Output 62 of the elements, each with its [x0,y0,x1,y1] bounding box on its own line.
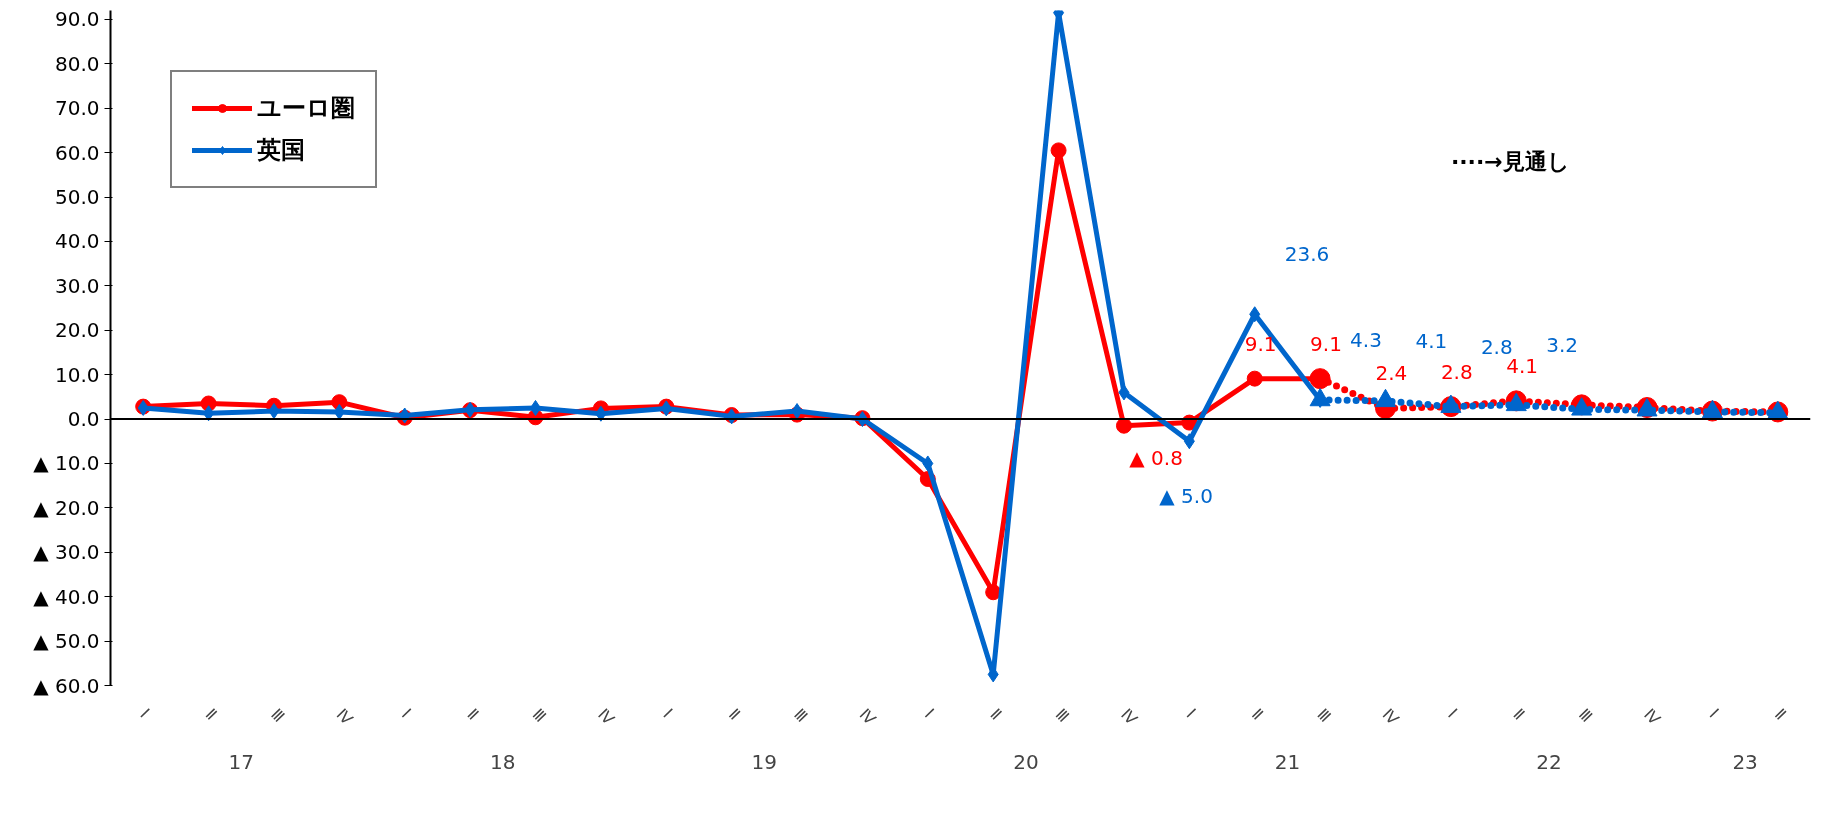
data-label: 2.8 [1440,359,1473,384]
y-tick-label: ▲ 60.0 [33,673,100,698]
data-label: 23.6 [1284,242,1330,267]
y-tick-label: 70.0 [54,96,100,121]
x-tick-label: Ⅱ [201,704,221,724]
text: 21 [1274,749,1301,774]
text: 23 [1732,749,1758,774]
x-tick-label: Ⅲ [528,704,550,727]
x-tick-label: Ⅳ [1640,704,1665,729]
y-tick-label: 10.0 [54,362,100,387]
legend-label: 英国 [257,135,305,166]
y-tick-label: ▲ 20.0 [33,495,100,520]
x-tick-label: Ⅱ [986,704,1006,724]
y-tick-label: 40.0 [54,229,100,254]
data-label: 4.3 [1350,327,1382,352]
x-tick-label: Ⅳ [594,704,619,729]
x-tick-label: Ⅲ [1051,704,1074,727]
data-label: 9.1 [1244,331,1277,356]
x-tick-label: Ⅰ [397,704,415,722]
y-tick-label: 30.0 [54,273,100,298]
x-tick-label: Ⅰ [1182,704,1200,722]
text: 17 [228,749,254,774]
x-tick-label: Ⅱ [1247,704,1268,724]
y-tick-label: ▲ 50.0 [33,629,100,654]
x-tick-label: Ⅱ [1770,704,1791,724]
text: 22 [1536,749,1562,774]
x-tick-label: Ⅲ [1313,704,1335,727]
x-tick-label: Ⅰ [1444,704,1461,722]
x-tick-label: Ⅲ [267,704,289,727]
annotation: ▲ 5.0 [1159,484,1213,509]
y-tick-label: 20.0 [54,318,100,343]
legend-label: ユーロ圏 [257,93,355,124]
x-tick-label: Ⅱ [724,704,744,724]
x-tick-label: Ⅱ [463,704,483,724]
x-tick-label: Ⅰ [136,704,154,722]
y-tick-label: 80.0 [54,51,100,76]
y-tick-label: 50.0 [54,185,100,210]
annotation: ▲ 0.8 [1129,445,1183,470]
x-tick-label: Ⅰ [1705,704,1723,722]
x-tick-label: Ⅲ [790,704,812,727]
y-tick-label: 90.0 [54,7,100,32]
x-tick-label: Ⅰ [659,704,677,722]
x-tick-label: Ⅰ [920,704,938,722]
text: 20 [1013,749,1039,774]
y-tick-label: ▲ 10.0 [33,451,100,476]
data-label: 2.4 [1375,361,1408,386]
y-tick-label: 60.0 [54,140,100,165]
text: 19 [751,749,778,774]
annotation: ····→見通し [1450,148,1570,174]
x-tick-label: Ⅳ [855,704,880,729]
x-tick-label: Ⅳ [1378,704,1403,729]
data-label: 9.1 [1310,331,1342,356]
x-tick-label: Ⅳ [1117,704,1142,729]
x-tick-label: Ⅳ [332,704,357,729]
x-tick-label: Ⅲ [1574,704,1597,727]
y-tick-label: ▲ 40.0 [33,584,100,609]
data-label: 3.2 [1546,332,1579,357]
y-tick-label: 0.0 [67,407,100,432]
y-tick-label: ▲ 30.0 [33,540,100,565]
text: 18 [490,749,516,774]
data-label: 4.1 [1415,328,1448,353]
x-tick-label: Ⅱ [1509,704,1529,724]
